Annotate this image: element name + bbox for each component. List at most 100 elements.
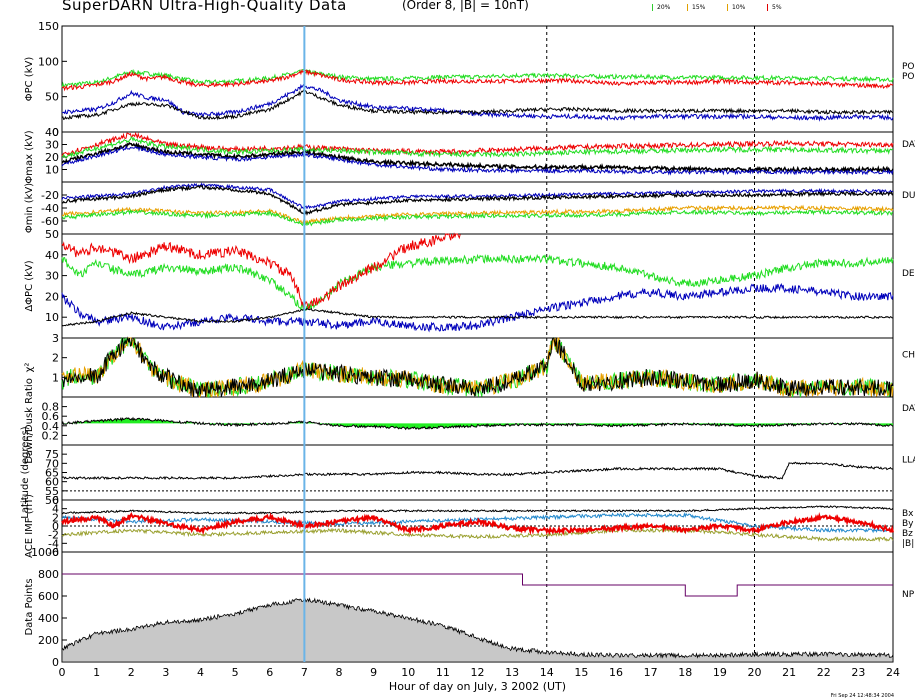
ytick-label-chi-2: 3	[52, 332, 59, 345]
ytick-label-lat-2: 60	[45, 476, 59, 489]
ytick-label-lat-4: 70	[45, 457, 59, 470]
xtick-label-10: 10	[401, 666, 415, 679]
ylabel-pts: Data Points	[24, 578, 35, 635]
xtick-label-14: 14	[540, 666, 554, 679]
series-points-purple	[62, 573, 893, 597]
right-label-imf-1: By	[902, 519, 914, 529]
right-label-ratio-0: DAY	[902, 404, 915, 414]
xtick-label-3: 3	[162, 666, 169, 679]
series-pc-black	[61, 89, 894, 121]
panel-frame-lat	[61, 444, 894, 501]
right-label-pc-0: PO	[902, 62, 915, 72]
series-min-black	[62, 184, 894, 216]
ytick-label-pts-0: 0	[52, 656, 59, 669]
xtick-label-15: 15	[574, 666, 588, 679]
timestamp: Fri Sep 24 12:48:34 2004	[830, 693, 894, 699]
xtick-label-1: 1	[93, 666, 100, 679]
ytick-label-imf-0: -6	[48, 546, 59, 559]
ytick-label-dpc-0: 10	[45, 311, 59, 324]
xtick-label-18: 18	[678, 666, 692, 679]
ytick-label-chi-1: 2	[52, 352, 59, 365]
series-ratio-line	[61, 416, 894, 431]
ylabel-lat: Latitude (degrees)	[20, 426, 31, 518]
ytick-label-max-0: 10	[45, 164, 59, 177]
right-label-max-0: DAY	[902, 140, 915, 150]
ylabel-imf: ACE IMF (nT)	[24, 494, 35, 558]
ytick-label-max-1: 20	[45, 151, 59, 164]
ytick-label-pc-2: 100	[38, 55, 59, 68]
xtick-label-2: 2	[128, 666, 135, 679]
xtick-label-19: 19	[713, 666, 727, 679]
ytick-label-dpc-3: 40	[45, 249, 59, 262]
xtick-label-20: 20	[748, 666, 762, 679]
ytick-label-chi-0: 1	[52, 371, 59, 384]
series-imf-cyan	[61, 512, 894, 534]
legend-item-20: 20%	[652, 4, 670, 11]
xtick-label-13: 13	[505, 666, 519, 679]
ytick-label-imf-2: -2	[48, 529, 59, 542]
right-label-pts-0: NP	[902, 590, 915, 600]
ytick-label-imf-1: -4	[48, 537, 59, 550]
legend-item-10: 10%	[727, 4, 745, 11]
series-dpc-green	[61, 253, 894, 312]
xtick-label-7: 7	[301, 666, 308, 679]
xtick-label-11: 11	[436, 666, 450, 679]
series-min-orange	[61, 204, 894, 226]
right-label-dpc-0: DE	[902, 269, 915, 279]
xtick-label-22: 22	[817, 666, 831, 679]
xtick-label-9: 9	[370, 666, 377, 679]
series-min-green	[61, 208, 894, 227]
ytick-label-ratio-0: 0.2	[42, 429, 60, 442]
ylabel-max: Φmax (kV)	[24, 130, 35, 183]
panel-frame-max	[61, 131, 894, 183]
ylabel-chi: χ²	[24, 363, 35, 373]
ytick-label-lat-0: 50	[45, 494, 59, 507]
ytick-label-pts-5: 1000	[31, 546, 59, 559]
ytick-label-min-2: -20	[41, 189, 59, 202]
series-ratio-fill	[62, 417, 893, 430]
xtick-label-5: 5	[232, 666, 239, 679]
ytick-label-pts-3: 600	[38, 590, 59, 603]
ytick-label-imf-4: 2	[52, 511, 59, 524]
right-label-imf-2: Bz	[902, 529, 913, 539]
xtick-label-16: 16	[609, 666, 623, 679]
series-max-green	[61, 136, 894, 159]
right-label-imf-0: Bx	[902, 509, 914, 519]
xtick-label-12: 12	[471, 666, 485, 679]
ylabel-min: Φmin (kV)	[24, 183, 35, 233]
series-max-blue	[61, 144, 894, 176]
series-lat-black	[61, 461, 894, 481]
ytick-label-imf-6: 6	[52, 494, 59, 507]
ylabel-dpc: ΔΦPC (kV)	[24, 260, 35, 311]
ytick-label-min-1: -40	[41, 202, 59, 215]
series-imf-black	[61, 505, 894, 515]
ytick-label-pts-1: 200	[38, 634, 59, 647]
series-chi-orange	[61, 337, 894, 398]
right-label-lat-0: LLA	[902, 456, 915, 466]
series-max-black	[61, 142, 894, 174]
xtick-label-4: 4	[197, 666, 204, 679]
ytick-label-ratio-2: 0.6	[42, 410, 60, 423]
ytick-label-lat-3: 65	[45, 467, 59, 480]
right-label-chi-0: CH	[902, 351, 915, 361]
series-pc-green	[61, 68, 894, 88]
ytick-label-dpc-2: 30	[45, 270, 59, 283]
ytick-label-dpc-4: 50	[45, 228, 59, 241]
chart-subtitle: (Order 8, |B| = 10nT)	[402, 0, 529, 12]
chart-title: SuperDARN Ultra-High-Quality Data	[62, 0, 347, 14]
series-dpc-red	[61, 232, 461, 311]
xtick-label-24: 24	[886, 666, 900, 679]
series-chi-black	[61, 336, 894, 398]
series-imf-olive	[61, 527, 894, 543]
series-imf-red	[61, 511, 894, 536]
ytick-label-imf-3: 0	[52, 520, 59, 533]
right-label-min-0: DU	[902, 191, 915, 201]
series-pc-blue	[61, 83, 894, 122]
ytick-label-pts-2: 400	[38, 612, 59, 625]
series-dpc-black	[61, 307, 893, 327]
xtick-label-23: 23	[851, 666, 865, 679]
ytick-label-lat-1: 55	[45, 485, 59, 498]
ytick-label-pc-1: 50	[45, 91, 59, 104]
ytick-label-lat-5: 75	[45, 448, 59, 461]
right-label-imf-3: |B|	[902, 539, 914, 549]
